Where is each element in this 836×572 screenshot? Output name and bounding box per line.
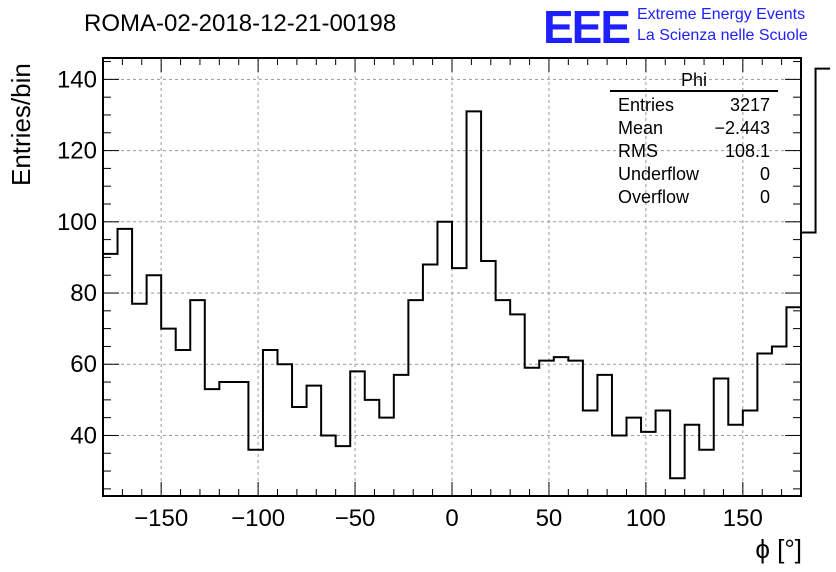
logo-caption-line2: La Scienza nelle Scuole [637, 27, 808, 44]
y-tick-label: 140 [57, 66, 97, 93]
histogram-bin [612, 435, 627, 496]
stats-box: Phi Entries 3217 Mean −2.443 RMS 108.1 U… [610, 70, 778, 209]
histogram-bin [263, 350, 278, 496]
axis-ticks [103, 58, 801, 496]
x-tick-label: −100 [231, 505, 285, 532]
histogram-bin [292, 407, 307, 496]
tick-labels: −150 −100 −50 0 50 100 150 40 60 80 100 120 140 [57, 66, 763, 532]
histogram-bin [583, 411, 598, 496]
stats-label: Underflow [618, 164, 700, 184]
histogram-bin [103, 254, 118, 496]
histogram-bin [321, 435, 336, 496]
eee-logo: EEE [543, 1, 631, 53]
y-tick-label: 40 [70, 422, 97, 449]
histogram-bin [161, 329, 176, 496]
y-tick-label: 100 [57, 209, 97, 236]
stats-value: 0 [759, 164, 770, 184]
stats-row-entries: Entries 3217 [610, 94, 778, 117]
logo-caption: Extreme Energy Events La Scienza nelle S… [637, 4, 808, 46]
histogram-bin [481, 261, 496, 496]
y-tick-label: 80 [70, 280, 97, 307]
x-tick-label: 50 [536, 505, 563, 532]
x-tick-label: −150 [134, 505, 188, 532]
histogram-bin [772, 346, 787, 496]
histogram-bin [786, 307, 801, 496]
histogram-bin [670, 478, 685, 496]
histogram-bin [539, 361, 554, 496]
histogram-bin [350, 371, 365, 496]
y-tick-label: 120 [57, 138, 97, 165]
histogram-bin [118, 229, 133, 496]
histogram-step-line [103, 67, 831, 480]
histogram-bin [176, 350, 191, 496]
x-axis-label: ϕ [°] [755, 534, 802, 564]
histogram-bin [248, 450, 263, 496]
stats-row-underflow: Underflow 0 [610, 163, 778, 186]
x-tick-label: 100 [626, 505, 666, 532]
histogram-bin [423, 265, 438, 496]
histogram-bin [656, 411, 671, 496]
stats-row-mean: Mean −2.443 [610, 117, 778, 140]
x-tick-label: 0 [445, 505, 458, 532]
stats-row-rms: RMS 108.1 [610, 140, 778, 163]
histogram-bin [336, 446, 351, 496]
x-tick-label: −50 [335, 505, 376, 532]
histogram-bin [437, 222, 452, 496]
logo-caption-line1: Extreme Energy Events [637, 6, 806, 23]
histogram-bin [234, 382, 249, 496]
histogram-bin [714, 378, 729, 496]
histogram-bin [801, 232, 816, 496]
histogram-bin [467, 111, 482, 496]
stats-value: 3217 [729, 95, 770, 115]
stats-value: 0 [759, 187, 770, 207]
histogram-bin [307, 386, 322, 496]
histogram-bin [147, 275, 162, 496]
stats-label: RMS [618, 141, 658, 161]
run-title: ROMA-02-2018-12-21-00198 [84, 10, 397, 37]
histogram-bin [597, 375, 612, 496]
x-tick-label: 150 [723, 505, 763, 532]
histogram-bin [408, 300, 423, 496]
stats-row-overflow: Overflow 0 [610, 186, 778, 209]
histogram-bin [699, 450, 714, 496]
histogram-bin [525, 368, 540, 496]
histogram-bin [743, 411, 758, 496]
histogram-bin [379, 418, 394, 496]
histogram-bin [554, 357, 569, 496]
y-axis-label: Entries/bin [6, 63, 36, 186]
stats-label: Overflow [618, 187, 690, 207]
stats-value: 108.1 [724, 141, 770, 161]
histogram-bin [278, 364, 293, 496]
stats-value: −2.443 [714, 118, 770, 138]
histogram-bin [510, 314, 525, 496]
histogram-bin [132, 304, 147, 496]
histogram-bin [365, 400, 380, 496]
stats-label: Entries [618, 95, 675, 115]
histogram-bin [496, 300, 511, 496]
histogram-bin [205, 389, 220, 496]
histogram-bin [394, 375, 409, 496]
y-tick-label: 60 [70, 351, 97, 378]
histogram-bin [219, 382, 234, 496]
histogram-bin [685, 425, 700, 496]
histogram-bin [627, 418, 642, 496]
histogram-bin [728, 425, 743, 496]
histogram-bin [568, 361, 583, 496]
histogram-bin [757, 354, 772, 496]
stats-title: Phi [610, 70, 778, 92]
histogram-bin [190, 300, 205, 496]
histogram-bin [816, 69, 831, 496]
histogram-bin [452, 268, 467, 496]
stats-label: Mean [618, 118, 664, 138]
histogram-bin [641, 432, 656, 496]
